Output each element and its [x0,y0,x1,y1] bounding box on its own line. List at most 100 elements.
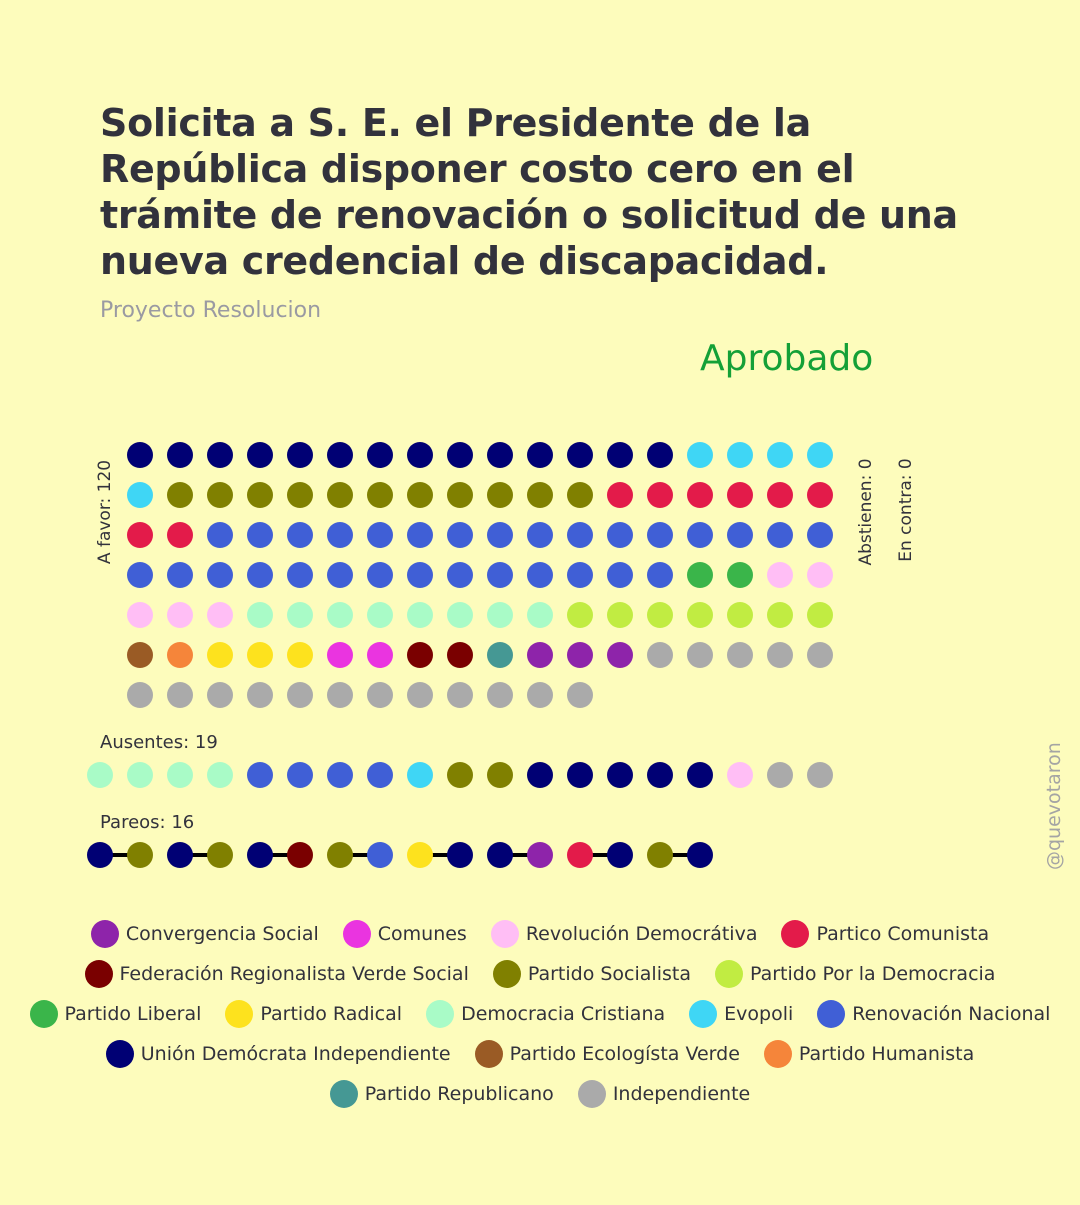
a-favor-seat-ind [567,682,593,708]
legend-item-rn: Renovación Nacional [817,1000,1050,1028]
legend-label: Federación Regionalista Verde Social [119,963,469,985]
a-favor-seat-rep [487,642,513,668]
a-favor-seat-evo [687,442,713,468]
a-favor-seat-rn [207,562,233,588]
ausente-seat-ps [447,762,473,788]
a-favor-seat-pl [727,562,753,588]
pareo-seat-udi [687,842,713,868]
en-contra-label: En contra: 0 [896,458,916,561]
a-favor-seat-pev [127,642,153,668]
a-favor-seat-ind [287,682,313,708]
a-favor-seat-ppd [567,602,593,628]
a-favor-seat-ind [767,642,793,668]
ausente-seat-rn [327,762,353,788]
a-favor-seat-frvs [447,642,473,668]
ausente-seat-dc [87,762,113,788]
a-favor-seat-ind [727,642,753,668]
a-favor-seat-rn [367,562,393,588]
ausente-seat-udi [567,762,593,788]
legend-swatch [329,1080,358,1108]
a-favor-seat-rd [807,562,833,588]
ausente-seat-udi [607,762,633,788]
a-favor-seat-rn [767,522,793,548]
a-favor-dots [127,442,833,708]
a-favor-seat-ps [567,482,593,508]
a-favor-seat-pc [647,482,673,508]
ausente-seat-rn [287,762,313,788]
a-favor-seat-cs [527,642,553,668]
a-favor-seat-pc [127,522,153,548]
legend-item-pc: Partico Comunista [781,920,989,948]
ausentes-dots [87,762,833,788]
legend-item-pl: Partido Liberal [29,1000,201,1028]
a-favor-seat-ind [527,682,553,708]
a-favor-seat-ps [207,482,233,508]
ausente-seat-dc [167,762,193,788]
a-favor-seat-dc [327,602,353,628]
a-favor-seat-rn [407,522,433,548]
legend-swatch [763,1040,792,1068]
legend-item-pev: Partido Ecologísta Verde [474,1040,740,1068]
pareo-seat-ps [207,842,233,868]
legend-label: Partico Comunista [816,923,990,945]
legend-item-ph: Partido Humanista [763,1040,975,1068]
a-favor-seat-rd [127,602,153,628]
a-favor-seat-rn [647,522,673,548]
ausente-seat-ps [487,762,513,788]
a-favor-seat-udi [487,442,513,468]
a-favor-seat-ppd [607,602,633,628]
legend-swatch [426,1000,455,1028]
ausente-seat-rn [247,762,273,788]
chart-title: Solicita a S. E. el Presidente de la Rep… [100,101,958,283]
a-favor-seat-rn [247,562,273,588]
a-favor-seat-rn [327,522,353,548]
pareos-label: Pareos: 16 [100,812,194,833]
legend-item-ind: Independiente [577,1080,750,1108]
legend-item-dc: Democracia Cristiana [426,1000,665,1028]
pareo-seat-udi [87,842,113,868]
a-favor-seat-evo [727,442,753,468]
ausente-seat-rd [727,762,753,788]
pareo-seat-udi [447,842,473,868]
a-favor-seat-rn [287,522,313,548]
legend-item-evo: Evopoli [689,1000,793,1028]
legend-label: Partido Radical [260,1003,403,1025]
a-favor-seat-udi [527,442,553,468]
a-favor-seat-ind [647,642,673,668]
pareos-dots [87,842,713,868]
ausente-seat-dc [127,762,153,788]
a-favor-seat-pc [727,482,753,508]
a-favor-seat-ps [407,482,433,508]
a-favor-seat-pc [167,522,193,548]
legend-swatch [342,920,371,948]
a-favor-seat-ppd [647,602,673,628]
a-favor-seat-udi [447,442,473,468]
legend-label: Partido Humanista [798,1043,975,1065]
a-favor-seat-rn [327,562,353,588]
a-favor-seat-udi [287,442,313,468]
legend-label: Partido Socialista [527,963,691,985]
a-favor-seat-rn [207,522,233,548]
a-favor-seat-rn [167,562,193,588]
legend-swatch [817,1000,846,1028]
a-favor-seat-ind [807,642,833,668]
ausente-seat-udi [687,762,713,788]
a-favor-seat-ind [167,682,193,708]
ausente-seat-ind [807,762,833,788]
legend-swatch [29,1000,58,1028]
legend-label: Revolución Democrátiva [525,923,758,945]
a-favor-seat-dc [447,602,473,628]
legend-item-ps: Partido Socialista [492,960,691,988]
legend-label: Unión Demócrata Independiente [140,1043,451,1065]
a-favor-seat-ppd [807,602,833,628]
a-favor-seat-ps [167,482,193,508]
legend-swatch [577,1080,606,1108]
party-legend: Convergencia Social Comunes Revolución Dem… [20,914,1060,1114]
pareo-seat-pr [407,842,433,868]
a-favor-seat-udi [207,442,233,468]
a-favor-seat-pr [207,642,233,668]
a-favor-seat-dc [247,602,273,628]
a-favor-seat-rn [287,562,313,588]
ausente-seat-rn [367,762,393,788]
pareo-seat-ps [127,842,153,868]
